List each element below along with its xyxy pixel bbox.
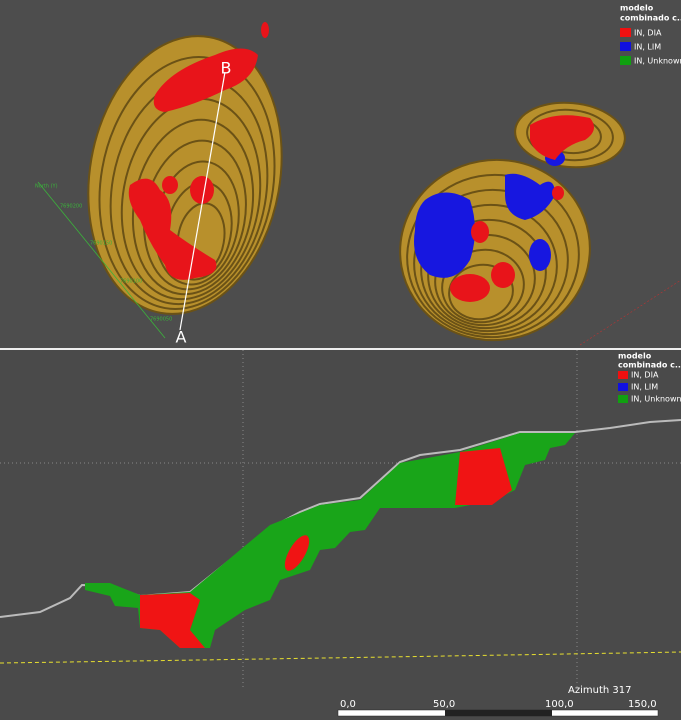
- scale-label: 0,0: [340, 699, 356, 710]
- section-label: A: [176, 328, 187, 347]
- legend-item: IN, Unknown: [634, 57, 681, 66]
- dia-body: [153, 48, 258, 112]
- axis-line: [579, 279, 681, 346]
- dia-body: [162, 176, 178, 194]
- legend-swatch: [620, 56, 631, 65]
- legend-item: IN, LIM: [634, 43, 661, 52]
- legend-item: IN, DIA: [634, 29, 662, 38]
- scale-bar-segment: [445, 710, 552, 716]
- legend-title: modelo: [618, 352, 652, 361]
- axis-title: North (Y): [35, 184, 58, 190]
- dia-body: [190, 176, 214, 204]
- dia-section: [284, 535, 310, 571]
- lim-body: [529, 239, 551, 271]
- scale-label: 50,0: [433, 699, 455, 710]
- dia-body: [471, 221, 489, 243]
- lim-body: [505, 173, 555, 220]
- section-line: [179, 71, 226, 331]
- scale-label: 100,0: [545, 699, 574, 710]
- dia-body: [128, 178, 217, 280]
- dia-body: [530, 115, 594, 160]
- dia-section: [455, 448, 512, 505]
- axis-tick-label: 7690100: [120, 279, 142, 285]
- axis-tick-label: 7690200: [60, 204, 82, 210]
- scale-label: 150,0: [628, 699, 657, 710]
- north-axis: North (Y) 7690200 7690150 7690100 769005…: [35, 181, 681, 346]
- legend: modelo combinado c... IN, DIA IN, LIM IN…: [612, 350, 681, 404]
- legend-title: combinado c...: [618, 361, 681, 370]
- legend-swatch: [620, 28, 631, 37]
- dia-body: [261, 22, 269, 38]
- dia-body: [491, 262, 515, 288]
- section-label: B: [221, 59, 232, 78]
- unknown-section: [85, 433, 575, 648]
- legend-swatch: [618, 383, 628, 391]
- lim-body: [414, 192, 475, 278]
- legend: modelo combinado c... IN, DIA IN, LIM IN…: [620, 4, 681, 66]
- azimuth-label: Azimuth 317: [568, 685, 631, 696]
- axis-tick-label: 7690050: [150, 317, 172, 323]
- axis-line: [37, 181, 166, 339]
- dia-body: [450, 274, 490, 302]
- legend-swatch: [618, 371, 628, 379]
- legend-swatch: [620, 42, 631, 51]
- scale-bar: 0,0 50,0 100,0 150,0: [337, 699, 659, 717]
- divider: [0, 348, 681, 350]
- dia-body: [552, 186, 564, 200]
- axis-tick-label: 7690150: [90, 241, 112, 247]
- legend-title: combinado c...: [620, 14, 681, 23]
- orebodies: [128, 22, 594, 302]
- legend-item: IN, DIA: [631, 371, 659, 380]
- legend-swatch: [618, 395, 628, 403]
- legend-title: modelo: [620, 4, 654, 13]
- reference-line: [0, 651, 681, 664]
- legend-item: IN, Unknown: [631, 395, 681, 404]
- dia-section: [140, 593, 205, 648]
- legend-item: IN, LIM: [631, 383, 658, 392]
